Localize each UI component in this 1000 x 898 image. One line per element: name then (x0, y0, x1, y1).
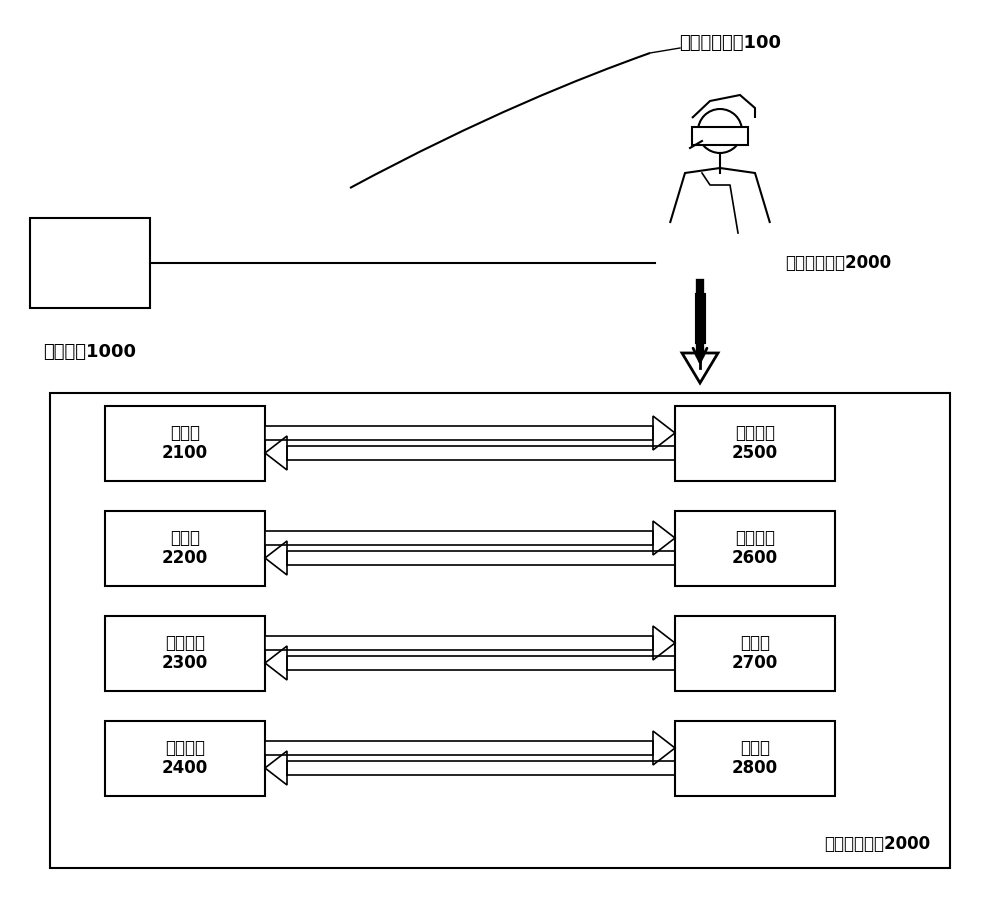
FancyBboxPatch shape (675, 720, 835, 796)
FancyBboxPatch shape (30, 218, 150, 308)
Polygon shape (265, 436, 287, 470)
Polygon shape (653, 521, 675, 555)
Text: 输入装置
2600: 输入装置 2600 (732, 529, 778, 568)
Text: 虚拟现实设备2000: 虚拟现实设备2000 (785, 254, 891, 272)
Text: 扬声器
2700: 扬声器 2700 (732, 634, 778, 673)
Text: 显示装置
2500: 显示装置 2500 (732, 424, 778, 462)
Bar (265, 741, 653, 755)
Text: 虚拟现实系统100: 虚拟现实系统100 (679, 34, 781, 52)
Polygon shape (653, 731, 675, 765)
Bar (692, 127, 748, 145)
Bar (265, 426, 653, 440)
Text: 通信装置
2400: 通信装置 2400 (162, 738, 208, 778)
Text: 麦克风
2800: 麦克风 2800 (732, 738, 778, 778)
FancyBboxPatch shape (50, 393, 950, 868)
Polygon shape (653, 416, 675, 450)
Bar (265, 636, 653, 650)
FancyBboxPatch shape (105, 510, 265, 585)
Polygon shape (265, 751, 287, 785)
FancyBboxPatch shape (105, 615, 265, 691)
Text: 存储器
2200: 存储器 2200 (162, 529, 208, 568)
Polygon shape (265, 646, 287, 680)
FancyBboxPatch shape (105, 406, 265, 480)
Text: 虚拟现实设备2000: 虚拟现实设备2000 (824, 835, 930, 853)
FancyBboxPatch shape (675, 615, 835, 691)
FancyBboxPatch shape (105, 720, 265, 796)
Text: 输入设备1000: 输入设备1000 (44, 343, 136, 361)
Polygon shape (682, 353, 718, 383)
FancyBboxPatch shape (675, 510, 835, 585)
Polygon shape (653, 626, 675, 660)
Bar (265, 531, 653, 545)
Text: 处理器
2100: 处理器 2100 (162, 424, 208, 462)
Polygon shape (265, 541, 287, 575)
FancyBboxPatch shape (675, 406, 835, 480)
Text: 接口装置
2300: 接口装置 2300 (162, 634, 208, 673)
